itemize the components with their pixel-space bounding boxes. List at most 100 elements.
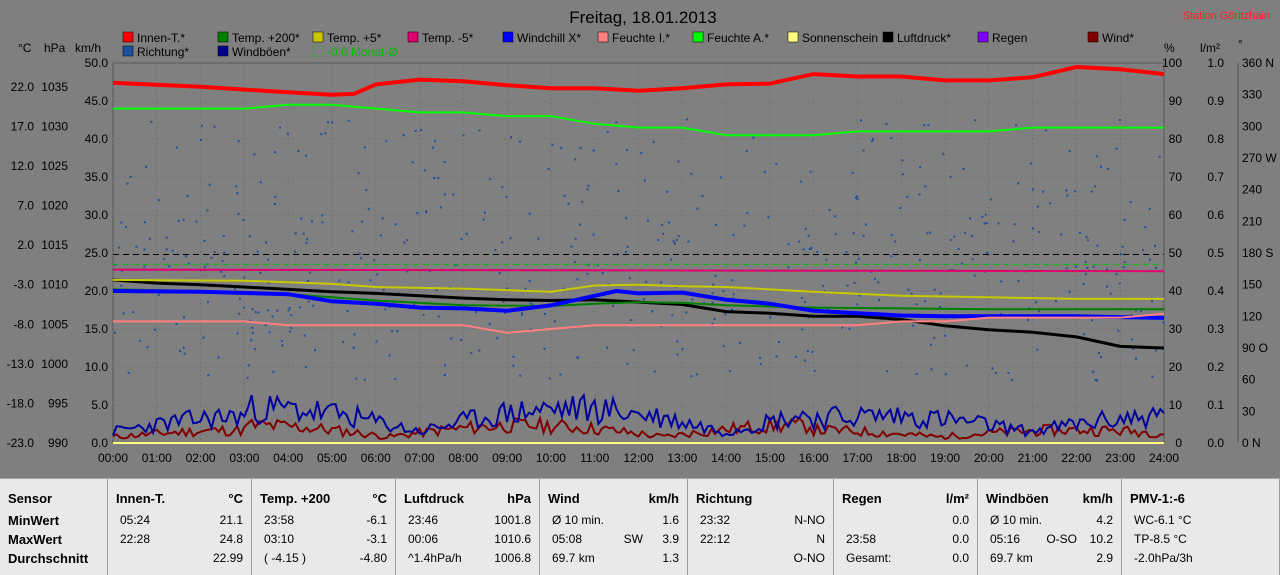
direction-point [248, 235, 251, 238]
direction-point [885, 123, 888, 126]
stats-cell-value: 22.99 [212, 551, 243, 565]
stats-cell-left: 05:16 [990, 532, 1021, 546]
direction-point [873, 277, 876, 280]
stats-row: -2.0hPa/3h [1130, 551, 1271, 569]
direction-point [478, 129, 481, 132]
series-lines [112, 65, 1165, 444]
direction-point [939, 292, 942, 295]
direction-point [423, 169, 426, 172]
direction-point [148, 237, 151, 240]
direction-point [728, 370, 731, 373]
direction-point [949, 239, 952, 242]
direction-point [288, 306, 291, 309]
direction-point [653, 370, 656, 373]
direction-point [450, 337, 453, 340]
direction-point [576, 356, 579, 359]
direction-point [369, 279, 372, 282]
direction-point [1068, 150, 1071, 153]
direction-point [933, 336, 936, 339]
direction-point [739, 341, 742, 344]
direction-point [1123, 260, 1126, 263]
direction-point [731, 297, 734, 300]
direction-point [238, 312, 241, 315]
direction-point [808, 248, 811, 251]
direction-point [529, 328, 532, 331]
direction-point [601, 272, 604, 275]
direction-point [576, 278, 579, 281]
direction-point [759, 363, 762, 366]
direction-point [711, 322, 714, 325]
direction-point [676, 340, 679, 343]
direction-point [358, 252, 361, 255]
direction-point [394, 223, 397, 226]
direction-point [273, 151, 276, 154]
direction-point [800, 297, 803, 300]
direction-point [929, 231, 932, 234]
humidity-tick-label: 70 [1169, 170, 1183, 184]
direction-point [1129, 201, 1132, 204]
direction-point [302, 232, 305, 235]
direction-point [396, 330, 399, 333]
direction-point [722, 289, 725, 292]
direction-point [145, 165, 148, 168]
direction-point [237, 212, 240, 215]
direction-point [175, 322, 178, 325]
legend-swatch [312, 45, 324, 57]
direction-point [528, 280, 531, 283]
direction-point [926, 232, 929, 235]
direction-point [592, 149, 595, 152]
direction-point [200, 124, 203, 127]
direction-point [661, 224, 664, 227]
stats-row: TP-8.5 °C [1130, 532, 1271, 550]
direction-point [1130, 313, 1133, 316]
stats-row: ^1.4hPa/h 1006.8 [404, 551, 531, 569]
direction-tick-label: 60 [1242, 373, 1256, 387]
direction-point [414, 130, 417, 133]
direction-point [787, 243, 790, 246]
direction-point [853, 281, 856, 284]
rain-tick-label: 0.2 [1207, 360, 1224, 374]
direction-point [165, 248, 168, 251]
legend-swatch [977, 31, 989, 43]
direction-point [581, 200, 584, 203]
direction-point [352, 346, 355, 349]
stats-cell-left: 23:58 [846, 532, 877, 546]
stats-cell-left: 69.7 km [990, 551, 1033, 565]
direction-point [281, 344, 284, 347]
direction-point [596, 263, 599, 266]
direction-point [573, 261, 576, 264]
stats-cell-value: 24.8 [219, 532, 243, 546]
chart-title: Freitag, 18.01.2013 [569, 8, 716, 27]
stats-cell-left: -2.0hPa/3h [1134, 551, 1193, 565]
direction-point [223, 275, 226, 278]
direction-point [360, 257, 363, 260]
direction-point [388, 354, 391, 357]
direction-point [478, 349, 481, 352]
direction-point [121, 269, 124, 272]
direction-point [855, 261, 858, 264]
legend-label: Luftdruck* [897, 31, 951, 45]
direction-point [856, 195, 859, 198]
direction-point [957, 247, 960, 250]
direction-point [626, 362, 629, 365]
direction-point [563, 194, 566, 197]
direction-point [375, 340, 378, 343]
wind-tick-label: 10.0 [85, 360, 109, 374]
direction-point [803, 359, 806, 362]
direction-point [1092, 370, 1095, 373]
direction-point [804, 227, 807, 230]
series-line [113, 312, 1165, 334]
stats-cell-value: 1006.8 [494, 551, 531, 565]
legend-label: Sonnenschein [802, 31, 878, 45]
direction-point [460, 238, 463, 241]
direction-point [798, 240, 801, 243]
direction-point [251, 308, 254, 311]
direction-point [202, 336, 205, 339]
stats-row: 05:16 O-SO 10.2 [986, 532, 1113, 550]
direction-point [273, 203, 276, 206]
direction-point [297, 150, 300, 153]
direction-point [809, 170, 812, 173]
direction-point [443, 193, 446, 196]
direction-point [1139, 310, 1142, 313]
direction-point [1035, 301, 1038, 304]
